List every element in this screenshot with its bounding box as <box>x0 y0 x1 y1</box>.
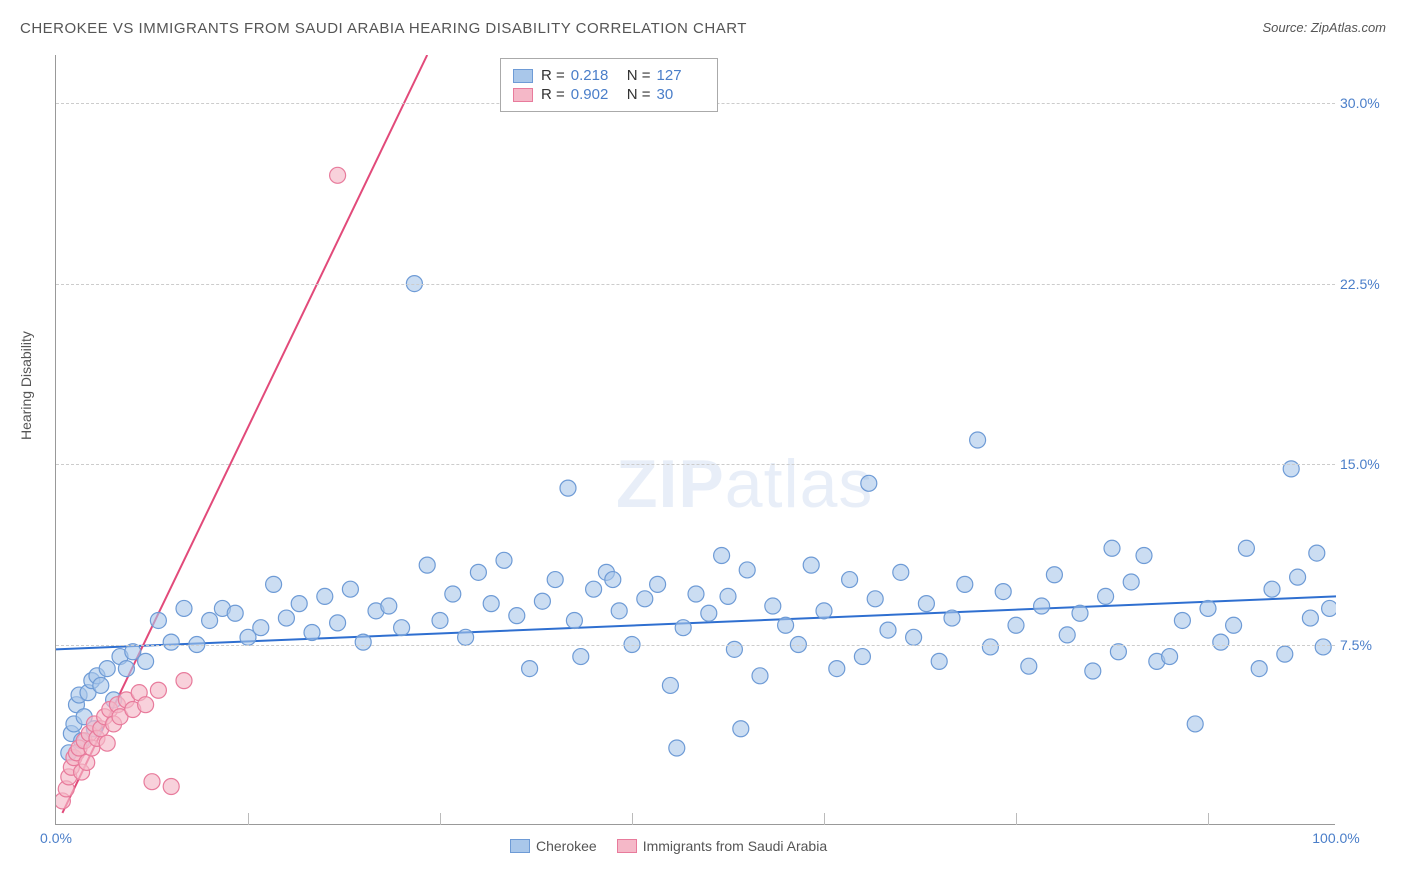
x-minor-tick <box>824 813 825 825</box>
x-tick-label: 0.0% <box>40 830 72 846</box>
legend-swatch-1 <box>510 839 530 853</box>
r-label: R = <box>541 86 565 103</box>
n-label: N = <box>627 86 651 103</box>
y-axis-label: Hearing Disability <box>18 331 34 440</box>
chart-title: CHEROKEE VS IMMIGRANTS FROM SAUDI ARABIA… <box>20 20 747 37</box>
x-minor-tick <box>1208 813 1209 825</box>
y-tick-label: 30.0% <box>1340 95 1390 111</box>
n-label: N = <box>627 67 651 84</box>
bottom-legend: Cherokee Immigrants from Saudi Arabia <box>510 838 827 854</box>
r-label: R = <box>541 67 565 84</box>
legend-item-2: Immigrants from Saudi Arabia <box>617 838 827 854</box>
stats-row-series-1: R = 0.218 N = 127 <box>513 67 705 84</box>
grid-line-h <box>56 464 1335 465</box>
x-tick-label: 100.0% <box>1312 830 1359 846</box>
grid-line-h <box>56 645 1335 646</box>
r-value-1: 0.218 <box>571 67 619 84</box>
legend-label-2: Immigrants from Saudi Arabia <box>643 838 827 854</box>
source-attribution: Source: ZipAtlas.com <box>1262 20 1386 35</box>
x-minor-tick <box>632 813 633 825</box>
y-tick-label: 7.5% <box>1340 637 1390 653</box>
x-minor-tick <box>248 813 249 825</box>
grid-line-h <box>56 284 1335 285</box>
n-value-1: 127 <box>657 67 705 84</box>
n-value-2: 30 <box>657 86 705 103</box>
r-value-2: 0.902 <box>571 86 619 103</box>
swatch-series-2 <box>513 88 533 102</box>
legend-item-1: Cherokee <box>510 838 597 854</box>
y-tick-label: 15.0% <box>1340 456 1390 472</box>
plot-area: ZIPatlas 7.5%15.0%22.5%30.0%0.0%100.0% <box>55 55 1335 825</box>
legend-label-1: Cherokee <box>536 838 597 854</box>
x-minor-tick <box>440 813 441 825</box>
stats-legend: R = 0.218 N = 127 R = 0.902 N = 30 <box>500 58 718 112</box>
stats-row-series-2: R = 0.902 N = 30 <box>513 86 705 103</box>
scatter-chart-svg <box>56 55 1336 825</box>
x-minor-tick <box>1016 813 1017 825</box>
legend-swatch-2 <box>617 839 637 853</box>
y-tick-label: 22.5% <box>1340 276 1390 292</box>
swatch-series-1 <box>513 69 533 83</box>
